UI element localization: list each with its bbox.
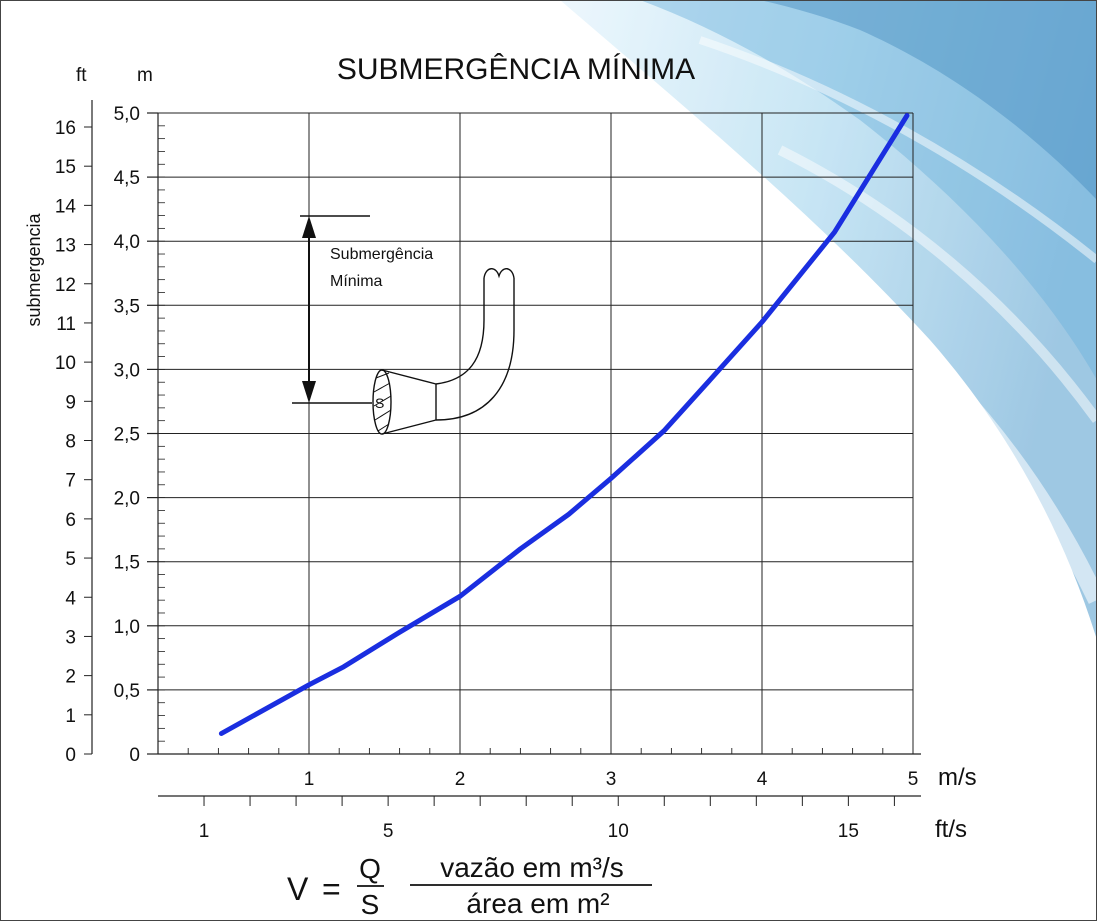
y-tick-label-m: 0,5 [114, 681, 140, 702]
series-points [219, 114, 909, 735]
data-point [832, 230, 836, 234]
x-tick-label-ft-s: 1 [199, 821, 210, 842]
y-tick-label-ft: 8 [65, 432, 76, 453]
background-swoosh [560, 0, 1097, 640]
ticks [84, 112, 914, 806]
data-point [707, 379, 711, 383]
gridlines [158, 112, 914, 754]
data-point [662, 429, 666, 433]
data-point [905, 114, 909, 118]
formula-numerator-desc: vazão em m³/s [440, 852, 624, 883]
x-tick-label-ft-s: 10 [608, 821, 629, 842]
arrow-up-icon [302, 216, 316, 238]
y-tick-label-m: 0 [129, 745, 140, 766]
y-tick-label-m: 4,0 [114, 232, 140, 253]
y-tick-label-m: 1,5 [114, 553, 140, 574]
data-point [219, 731, 223, 735]
y-tick-label-ft: 13 [55, 236, 76, 257]
ft-unit-label: ft [76, 65, 87, 86]
y-tick-label-ft: 10 [55, 353, 76, 374]
data-point [567, 512, 571, 516]
x-tick-label-m-s: 5 [908, 769, 919, 790]
y-tick-label-ft: 12 [55, 275, 76, 296]
x-tick-label-m-s: 3 [606, 769, 617, 790]
y-tick-label-ft: 2 [65, 667, 76, 688]
data-point [609, 476, 613, 480]
y-tick-label-ft: 9 [65, 392, 76, 413]
m-unit-label: m [137, 65, 153, 86]
submergence-annotation: Submergência Mínima [292, 215, 433, 404]
y-tick-label-m: 4,5 [114, 168, 140, 189]
x-tick-label-ft-s: 15 [838, 821, 859, 842]
tick-labels: 00,51,01,52,02,53,03,54,04,55,0012345678… [55, 104, 918, 842]
formula-denominator-desc: área em m² [466, 888, 609, 919]
suction-pipe-icon [372, 268, 515, 435]
x-tick-label-m-s: 4 [757, 769, 768, 790]
pipe-section-label: S [375, 395, 384, 411]
formula-q: Q [359, 853, 381, 884]
data-point [760, 320, 764, 324]
data-point [307, 683, 311, 687]
x-tick-label-ft-s: 5 [383, 821, 394, 842]
arrow-down-icon [302, 381, 316, 403]
data-point [458, 594, 462, 598]
y-tick-label-ft: 14 [55, 196, 77, 217]
y-tick-label-m: 1,0 [114, 617, 140, 638]
y-tick-label-m: 2,5 [114, 425, 140, 446]
formula-s: S [361, 889, 380, 920]
data-point [518, 547, 522, 551]
y-tick-label-ft: 16 [55, 118, 76, 139]
submergence-label-line1: Submergência [330, 246, 433, 263]
y-tick-label-m: 3,0 [114, 360, 140, 381]
submergence-label-line2: Mínima [330, 273, 383, 290]
y-tick-label-ft: 15 [55, 157, 76, 178]
formula-v: V [287, 871, 309, 907]
y-tick-label-ft: 6 [65, 510, 76, 531]
y-tick-label-ft: 5 [65, 549, 76, 570]
y-tick-label-ft: 1 [65, 706, 76, 727]
y-tick-label-m: 3,5 [114, 296, 140, 317]
y-tick-label-ft: 0 [65, 745, 76, 766]
x-tick-label-m-s: 1 [304, 769, 315, 790]
y-tick-label-ft: 11 [56, 314, 76, 335]
chart-title: SUBMERGÊNCIA MÍNIMA [337, 53, 695, 86]
y-tick-label-m: 5,0 [114, 104, 140, 125]
formula: V = Q S vazão em m³/s área em m² [287, 852, 652, 920]
x-unit-ft-s: ft/s [935, 816, 967, 843]
y-tick-label-ft: 3 [65, 627, 76, 648]
y-tick-label-m: 2,0 [114, 489, 140, 510]
y-tick-label-ft: 4 [65, 588, 76, 609]
data-point [398, 630, 402, 634]
y-tick-label-ft: 7 [65, 471, 76, 492]
x-unit-m-s: m/s [938, 764, 977, 791]
formula-equals: = [322, 871, 341, 907]
y-axis-label: submergencia [24, 212, 44, 326]
data-point [342, 665, 346, 669]
x-tick-label-m-s: 2 [455, 769, 466, 790]
